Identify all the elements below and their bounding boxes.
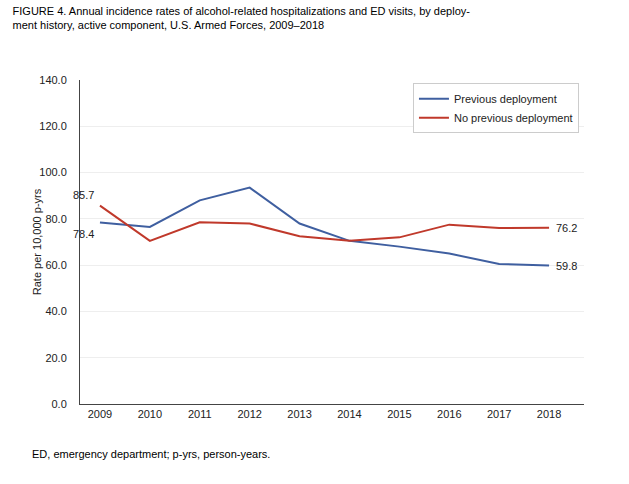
svg-text:60.0: 60.0 bbox=[45, 259, 66, 271]
svg-text:59.8: 59.8 bbox=[556, 260, 577, 272]
svg-text:2017: 2017 bbox=[487, 408, 511, 420]
svg-text:40.0: 40.0 bbox=[45, 305, 66, 317]
svg-text:2009: 2009 bbox=[88, 408, 112, 420]
svg-text:FIGURE 4. Annual incidence rat: FIGURE 4. Annual incidence rates of alco… bbox=[13, 5, 471, 31]
svg-text:78.4: 78.4 bbox=[73, 228, 94, 240]
svg-text:85.7: 85.7 bbox=[73, 189, 94, 201]
svg-text:76.2: 76.2 bbox=[556, 222, 577, 234]
svg-text:2013: 2013 bbox=[287, 408, 311, 420]
svg-text:No previous deployment: No previous deployment bbox=[454, 112, 573, 124]
svg-text:ED, emergency department; p-yr: ED, emergency department; p-yrs, person-… bbox=[32, 448, 270, 460]
svg-text:2014: 2014 bbox=[337, 408, 361, 420]
svg-text:80.0: 80.0 bbox=[45, 213, 66, 225]
svg-text:100.0: 100.0 bbox=[39, 166, 67, 178]
svg-text:120.0: 120.0 bbox=[39, 120, 67, 132]
svg-text:Previous deployment: Previous deployment bbox=[454, 93, 557, 105]
svg-text:2016: 2016 bbox=[437, 408, 461, 420]
svg-text:20.0: 20.0 bbox=[45, 352, 66, 364]
svg-text:140.0: 140.0 bbox=[39, 74, 67, 86]
svg-text:2010: 2010 bbox=[138, 408, 162, 420]
svg-text:2015: 2015 bbox=[387, 408, 411, 420]
svg-text:2011: 2011 bbox=[188, 408, 212, 420]
svg-text:2012: 2012 bbox=[237, 408, 261, 420]
svg-text:Rate per 10,000 p-yrs: Rate per 10,000 p-yrs bbox=[31, 188, 43, 295]
svg-text:2018: 2018 bbox=[537, 408, 561, 420]
svg-text:0.0: 0.0 bbox=[52, 398, 67, 410]
